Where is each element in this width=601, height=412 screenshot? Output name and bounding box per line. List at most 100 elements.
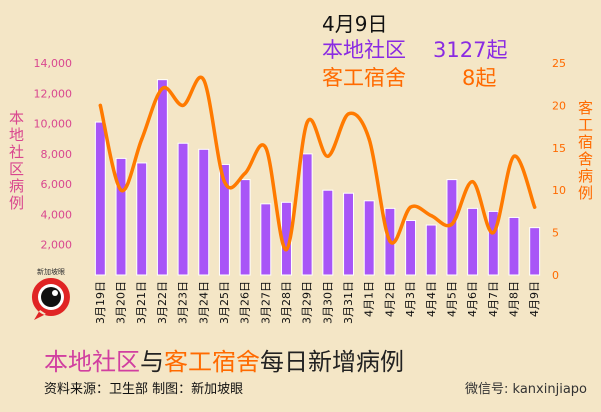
dorm-point-19: [491, 231, 495, 235]
line-group: [98, 75, 537, 252]
dorm-point-13: [367, 137, 371, 141]
x-tick-label: 3月31日: [342, 281, 355, 324]
bars-group: [94, 79, 541, 276]
dorm-point-15: [408, 205, 413, 209]
dorm-point-5: [202, 78, 206, 82]
footer-title: 本地社区与客工宿舍每日新增病例: [44, 342, 404, 377]
dorm-point-6: [222, 180, 227, 184]
x-tick-label: 3月22日: [156, 281, 169, 324]
x-tick-label: 4月1日: [363, 281, 376, 317]
x-tick-label: 4月9日: [528, 281, 541, 317]
x-tick-label: 3月30日: [321, 281, 334, 324]
bar-19: [487, 210, 499, 276]
x-tick-label: 3月20日: [115, 281, 128, 324]
dorm-point-17: [450, 222, 454, 226]
x-tick-label: 4月5日: [445, 281, 458, 317]
local-label: 本地社区: [322, 38, 406, 62]
bar-15: [405, 219, 417, 276]
dorm-point-8: [264, 146, 268, 150]
right-tick-label: 10: [552, 184, 566, 197]
right-axis-title: 客工宿舍病例: [576, 100, 594, 202]
bar-6: [218, 163, 230, 276]
right-tick-label: 5: [552, 227, 559, 240]
bar-1: [115, 157, 127, 276]
x-tick-label: 3月21日: [135, 281, 148, 324]
right-tick-label: 0: [552, 269, 559, 282]
x-tick-label: 4月4日: [425, 281, 438, 317]
left-tick-label: 12,000: [34, 87, 73, 100]
bar-12: [343, 192, 354, 276]
left-ticks-group: 2,000 4,000 6,000 8,000 10,000 12,000 14,000: [34, 57, 73, 252]
footer-title-local: 本地社区: [44, 348, 140, 376]
source-text: 资料来源：卫生部 制图：新加坡眼: [44, 382, 244, 397]
x-ticks-group: 3月19日 3月20日 3月21日 3月22日 3月23日 3月24日 3月25日 3月26日…: [94, 281, 541, 324]
dorm-point-3: [160, 86, 164, 91]
right-tick-label: 20: [552, 99, 566, 112]
dorm-point-1: [119, 188, 123, 192]
x-tick-label: 4月3日: [404, 281, 417, 317]
dorm-point-16: [429, 214, 433, 218]
left-axis-title: 本地社区病例: [7, 110, 25, 212]
x-tick-label: 3月28日: [280, 281, 293, 324]
bar-11: [322, 189, 334, 276]
bar-20: [508, 216, 520, 276]
date-text: 4月9日: [322, 12, 388, 36]
left-tick-label: 8,000: [41, 148, 73, 161]
right-tick-label: 25: [552, 57, 566, 70]
left-tick-label: 10,000: [34, 118, 73, 131]
bar-0: [94, 121, 106, 276]
bar-10: [301, 153, 313, 276]
bar-16: [425, 224, 437, 276]
logo-icon: 新加坡眼: [31, 267, 70, 320]
x-tick-label: 3月23日: [177, 281, 190, 324]
dorm-point-7: [243, 171, 247, 175]
bar-18: [467, 207, 479, 276]
x-tick-label: 4月2日: [383, 281, 396, 317]
bar-3: [156, 79, 168, 276]
dorm-point-12: [346, 112, 351, 116]
x-tick-label: 3月24日: [197, 281, 210, 324]
wechat-watermark: 微信号: kanxinjiapo: [465, 382, 587, 397]
bar-2: [136, 162, 148, 276]
x-tick-label: 3月26日: [239, 281, 252, 324]
dorm-point-4: [181, 103, 185, 107]
dorm-point-20: [512, 154, 516, 158]
bar-8: [260, 203, 272, 276]
dorm-series-line: [98, 75, 537, 252]
x-tick-label: 4月6日: [466, 281, 479, 317]
x-tick-label: 3月27日: [259, 281, 272, 324]
dorm-value: 8起: [462, 66, 497, 90]
footer-title-and: 与: [140, 348, 164, 376]
local-value: 3127起: [433, 38, 508, 62]
right-ticks-group: 0 5 10 15 20 25: [552, 57, 566, 282]
left-tick-label: 2,000: [41, 239, 73, 252]
bar-4: [177, 142, 189, 276]
bar-13: [363, 200, 375, 276]
dorm-point-21: [533, 205, 537, 209]
dorm-point-14: [388, 239, 392, 243]
x-tick-label: 3月25日: [218, 281, 231, 324]
bar-7: [239, 179, 251, 276]
bar-21: [529, 227, 541, 276]
dorm-point-18: [471, 180, 475, 184]
x-tick-label: 4月8日: [507, 281, 520, 317]
left-tick-label: 14,000: [34, 57, 73, 70]
x-tick-label: 4月7日: [487, 281, 500, 317]
dorm-point-2: [140, 137, 144, 141]
dorm-point-9: [284, 247, 289, 252]
dorm-point-0: [98, 103, 102, 107]
dorm-label: 客工宿舍: [322, 66, 406, 90]
left-tick-label: 4,000: [41, 208, 73, 221]
dorm-point-10: [305, 120, 309, 124]
x-tick-label: 3月19日: [94, 281, 107, 324]
footer-title-dorm: 客工宿舍: [164, 348, 260, 376]
dorm-point-11: [326, 154, 330, 158]
logo-text: 新加坡眼: [37, 267, 65, 276]
x-tick-label: 3月29日: [301, 281, 314, 324]
bar-5: [198, 148, 210, 276]
left-tick-label: 6,000: [41, 178, 73, 191]
footer-title-daily: 每日新增病例: [260, 348, 404, 376]
right-tick-label: 15: [552, 142, 566, 155]
